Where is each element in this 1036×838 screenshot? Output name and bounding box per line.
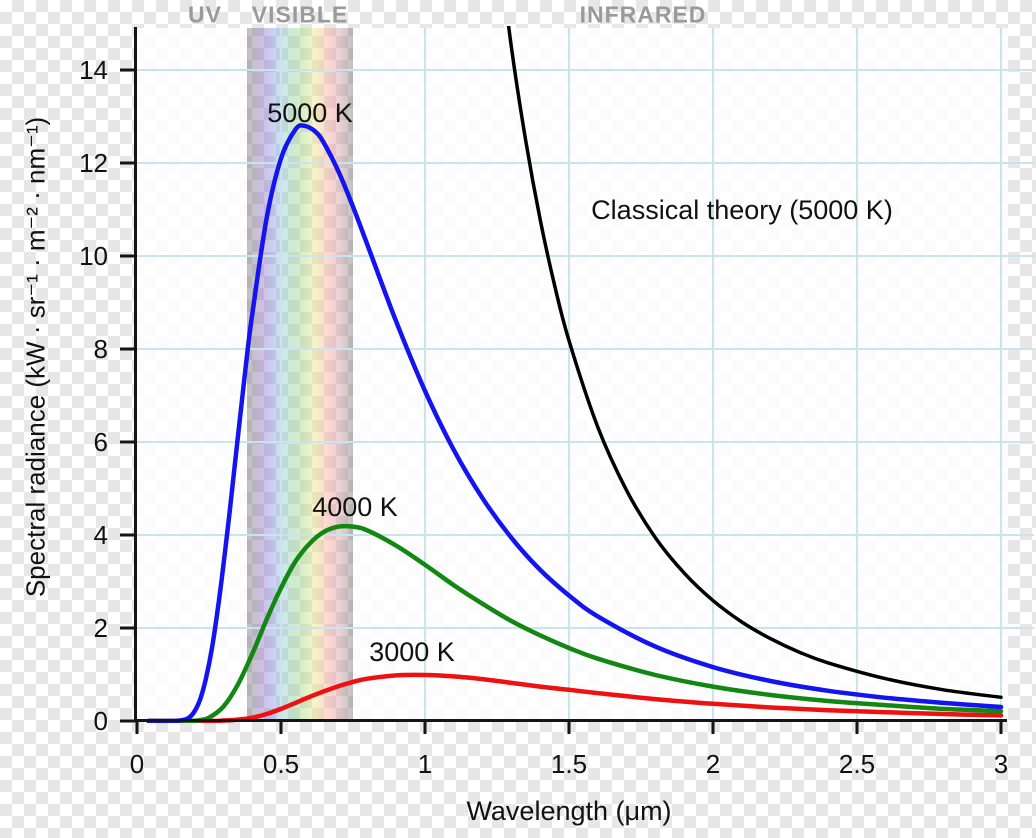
y-tick-label: 0 xyxy=(94,706,108,736)
grid-lines xyxy=(136,28,1034,720)
curve-5000-k xyxy=(146,123,1004,723)
x-tick-label: 2 xyxy=(706,749,720,779)
curves xyxy=(146,26,1004,723)
y-tick-label: 6 xyxy=(94,427,108,457)
curve-label-5000k: 5000 K xyxy=(267,98,353,129)
curve-classical-theory-5000-k xyxy=(506,26,1003,700)
curve-3000-k xyxy=(146,672,1004,723)
curve-4000-k xyxy=(146,523,1004,723)
x-tick-label: 1.5 xyxy=(551,749,587,779)
axes xyxy=(120,27,1007,734)
x-tick-label: 0.5 xyxy=(263,749,299,779)
y-tick-label: 12 xyxy=(79,148,108,178)
y-tick-label: 10 xyxy=(79,241,108,271)
visible-spectrum-band xyxy=(247,28,353,721)
y-axis-title: Spectral radiance (kW · sr⁻¹ · m⁻² · nm⁻… xyxy=(20,116,51,598)
y-tick-label: 14 xyxy=(79,55,108,85)
curve-label-3000k: 3000 K xyxy=(369,637,455,668)
visible-band-label: VISIBLE xyxy=(251,1,349,28)
x-axis-title: Wavelength (μm) xyxy=(466,796,672,827)
uv-band-label: UV xyxy=(188,1,222,28)
y-tick-label: 8 xyxy=(94,334,108,364)
curve-label-classical-theory: Classical theory (5000 K) xyxy=(591,195,893,226)
x-tick-label: 2.5 xyxy=(839,749,875,779)
x-tick-label: 3 xyxy=(994,749,1008,779)
tick-labels: 0 0.5 1 1.5 2 2.5 3 0 2 4 6 8 10 12 14 xyxy=(79,55,1008,779)
y-tick-label: 2 xyxy=(94,613,108,643)
x-tick-label: 1 xyxy=(418,749,432,779)
y-tick-label: 4 xyxy=(94,520,108,550)
infrared-band-label: INFRARED xyxy=(579,1,707,28)
curve-label-4000k: 4000 K xyxy=(312,492,398,523)
x-tick-label: 0 xyxy=(130,749,144,779)
